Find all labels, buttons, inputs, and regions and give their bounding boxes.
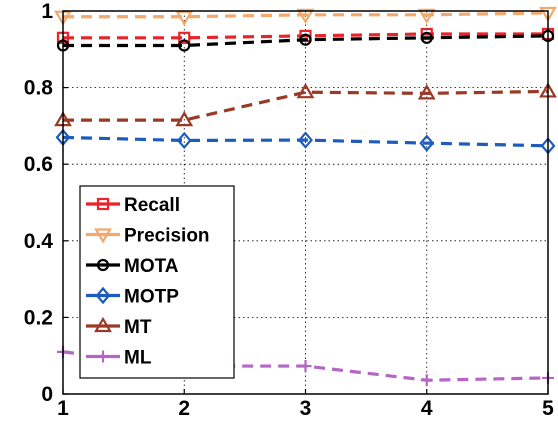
- series-motp: [55, 128, 556, 155]
- x-tick-label: 1: [57, 397, 69, 420]
- series-line-mt: [63, 89, 549, 122]
- data-point-motp: [419, 134, 435, 152]
- series-mt: [54, 82, 557, 127]
- legend-entry-precision: Precision: [86, 226, 210, 247]
- y-tick-label: 0.8: [24, 77, 54, 100]
- legend-label-mota: MOTA: [124, 256, 179, 277]
- legend-entry-mt: MT: [86, 316, 152, 338]
- series-line-motp: [62, 135, 549, 148]
- data-point-motp: [176, 131, 192, 150]
- data-point-mota: [299, 33, 312, 46]
- x-tick-label: 4: [421, 397, 433, 420]
- legend-entry-recall: Recall: [86, 195, 180, 216]
- data-point-mota: [420, 31, 433, 44]
- legend-label-ml: ML: [124, 348, 152, 369]
- legend-entry-ml: ML: [86, 348, 152, 369]
- legend-marker-motp: [95, 286, 111, 305]
- y-tick-label: 0.2: [24, 306, 53, 329]
- data-point-mota: [178, 39, 191, 52]
- legend-label-recall: Recall: [124, 195, 180, 216]
- data-point-recall: [178, 31, 191, 44]
- series-line-mota: [63, 34, 549, 48]
- legend-box: [79, 185, 235, 379]
- x-tick-label: 2: [178, 397, 190, 420]
- series-line-precision: [63, 11, 549, 19]
- series-line-recall: [63, 32, 548, 40]
- legend-marker-recall: [96, 197, 110, 211]
- legend: Recall Precision MOTA MOTP MT ML: [79, 185, 235, 379]
- legend-label-mt: MT: [124, 317, 152, 338]
- legend-entry-mota: MOTA: [86, 256, 179, 277]
- data-point-precision: [417, 8, 436, 25]
- data-point-mt: [175, 110, 194, 127]
- series-precision: [54, 6, 557, 26]
- data-point-motp: [298, 131, 313, 149]
- legend-label-precision: Precision: [124, 226, 210, 247]
- data-point-precision: [296, 8, 315, 25]
- legend-marker-precision: [94, 228, 112, 244]
- data-point-ml: [420, 374, 433, 387]
- x-tick-label: 3: [300, 397, 312, 420]
- y-tick-label: 0: [41, 383, 53, 406]
- x-tick-label: 5: [542, 397, 554, 420]
- data-point-precision: [539, 6, 557, 23]
- data-point-ml: [299, 360, 312, 373]
- data-point-mt: [417, 84, 436, 100]
- legend-marker-ml: [97, 350, 109, 363]
- y-tick-label: 1: [41, 0, 53, 23]
- y-tick-label: 0.4: [24, 230, 54, 253]
- legend-label-motp: MOTP: [124, 287, 179, 308]
- data-point-mt: [296, 83, 315, 99]
- legend-entry-motp: MOTP: [86, 287, 179, 308]
- legend-marker-mt: [94, 316, 112, 333]
- y-tick-label: 0.6: [24, 153, 53, 176]
- tick-labels: 1 2 3 4 5 0 0.2 0.4 0.6 0.8 1: [24, 0, 554, 420]
- legend-marker-mota: [96, 258, 110, 272]
